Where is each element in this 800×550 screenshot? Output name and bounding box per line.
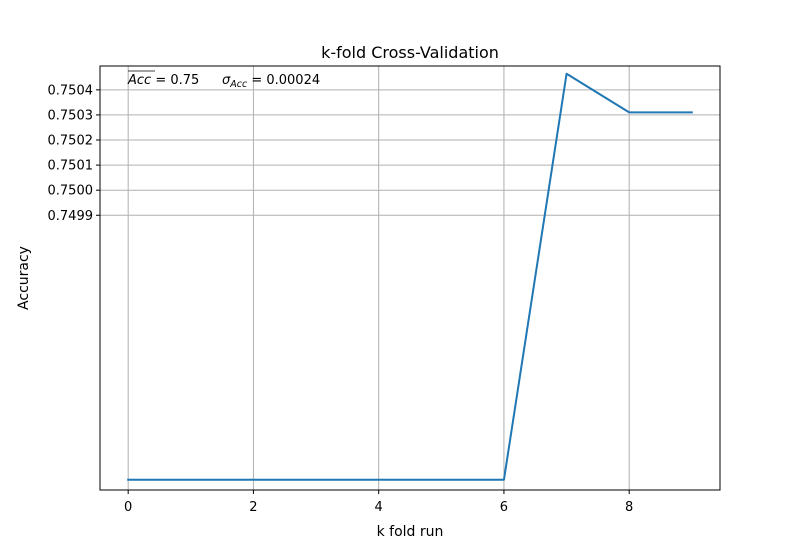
y-tick-label: 0.7503 xyxy=(48,108,94,123)
series-group xyxy=(127,72,693,481)
y-tick-label: 0.7500 xyxy=(48,184,94,199)
x-tick-label: 4 xyxy=(375,500,383,515)
std-symbol: σ xyxy=(222,73,231,88)
x-tick-label: 6 xyxy=(500,500,508,515)
x-axis-label: k fold run xyxy=(377,524,444,540)
x-tick-label: 8 xyxy=(625,500,633,515)
x-axis: 0 2 4 6 8 xyxy=(124,490,633,515)
x-tick-label: 0 xyxy=(124,500,132,515)
std-annotation: σAcc = 0.00024 xyxy=(222,73,320,90)
y-axis: 0.7499 0.7500 0.7501 0.7502 0.7503 0.7504 xyxy=(48,83,100,224)
y-tick-label: 0.7501 xyxy=(48,159,94,174)
mean-value: = 0.75 xyxy=(151,73,199,88)
mean-annotation: Acc = 0.75 xyxy=(127,70,199,88)
y-tick-label: 0.7504 xyxy=(48,83,94,98)
plot-area xyxy=(100,66,720,490)
axes-frame xyxy=(99,65,721,491)
y-axis-label: Accuracy xyxy=(16,246,32,310)
std-subscript: Acc xyxy=(229,79,248,90)
mean-annotation-text: Acc = 0.75 xyxy=(127,73,199,88)
mean-symbol: Acc xyxy=(127,73,151,88)
y-tick-label: 0.7502 xyxy=(48,134,94,149)
std-value: = 0.00024 xyxy=(247,73,320,88)
y-tick-label: 0.7499 xyxy=(48,209,94,224)
chart-title: k-fold Cross-Validation xyxy=(321,43,499,62)
grid-lines xyxy=(100,66,720,490)
accuracy-line xyxy=(127,72,693,481)
x-tick-label: 2 xyxy=(249,500,257,515)
std-annotation-text: σAcc = 0.00024 xyxy=(222,73,320,90)
